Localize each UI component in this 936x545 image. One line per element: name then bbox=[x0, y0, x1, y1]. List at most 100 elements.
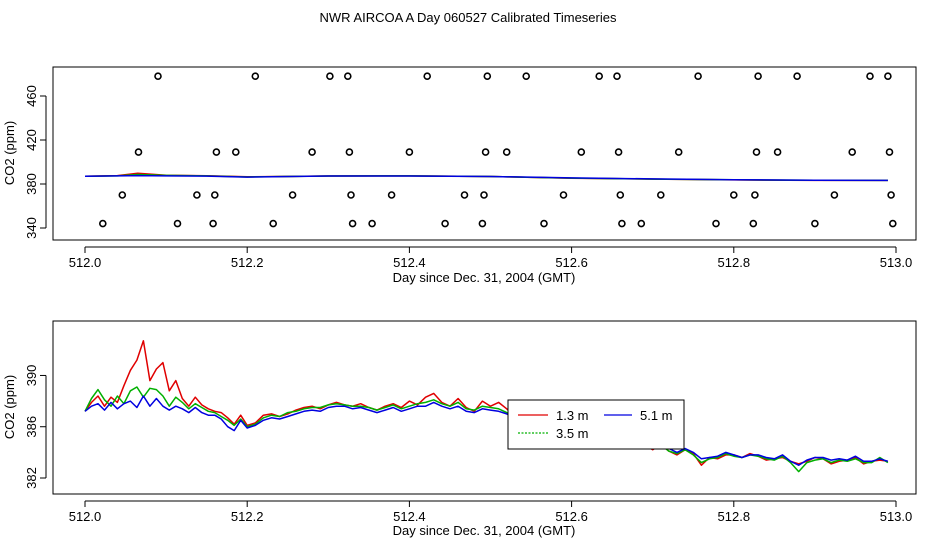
sample-point bbox=[173, 219, 182, 228]
sample-point bbox=[441, 219, 449, 228]
bottom-x-tick-label: 512.4 bbox=[393, 509, 426, 524]
sample-point bbox=[481, 148, 490, 156]
sample-point bbox=[712, 219, 720, 228]
top-y-tick-label: 380 bbox=[24, 173, 39, 195]
top-x-tick-label: 512.8 bbox=[718, 255, 751, 270]
top-x-tick-label: 512.4 bbox=[393, 255, 426, 270]
sample-point bbox=[232, 148, 240, 156]
sample-point bbox=[118, 191, 127, 199]
sample-point bbox=[848, 148, 857, 156]
top-x-tick-label: 513.0 bbox=[880, 255, 913, 270]
bottom-y-axis: 382 386 390 bbox=[24, 365, 47, 489]
top-x-axis-label: Day since Dec. 31, 2004 (GMT) bbox=[393, 270, 576, 285]
bottom-y-tick-label: 382 bbox=[24, 467, 39, 489]
sample-point bbox=[888, 219, 897, 228]
sample-point bbox=[773, 148, 782, 156]
bottom-plot-frame bbox=[52, 320, 917, 495]
bottom-x-tick-label: 512.6 bbox=[555, 509, 588, 524]
bottom-x-tick-label: 512.8 bbox=[718, 509, 751, 524]
sample-point bbox=[595, 72, 604, 80]
sample-point bbox=[752, 148, 761, 156]
sample-point bbox=[613, 72, 621, 80]
sample-point bbox=[674, 148, 683, 156]
sample-point bbox=[656, 191, 665, 199]
bottom-series-line-1-3-m bbox=[84, 340, 889, 466]
bottom-y-tick-label: 386 bbox=[24, 416, 39, 438]
sample-point bbox=[751, 191, 759, 199]
sample-point bbox=[480, 191, 488, 199]
sample-point bbox=[368, 219, 376, 228]
top-x-tick-label: 512.6 bbox=[555, 255, 588, 270]
sample-point bbox=[212, 148, 221, 156]
sample-point bbox=[345, 148, 354, 156]
sample-point bbox=[423, 72, 432, 80]
sample-point bbox=[616, 191, 625, 199]
sample-point bbox=[483, 72, 492, 80]
sample-point bbox=[618, 219, 626, 228]
bottom-y-tick-label: 390 bbox=[24, 365, 39, 387]
sample-point bbox=[637, 219, 646, 228]
legend-box bbox=[507, 399, 685, 450]
sample-point bbox=[502, 148, 511, 156]
sample-point bbox=[885, 148, 894, 156]
sample-point bbox=[288, 191, 297, 199]
top-panel: 512.0 512.2 512.4 512.6 512.8 513.0 340 380 420… bbox=[2, 66, 917, 285]
sample-point bbox=[343, 72, 352, 80]
top-plot-frame bbox=[52, 66, 917, 241]
sample-point bbox=[154, 72, 162, 80]
legend: 1.3 m 5.1 m 3.5 m bbox=[507, 399, 685, 450]
top-points-group bbox=[99, 72, 897, 228]
sample-point bbox=[387, 191, 396, 199]
bottom-series-line-3-5-m bbox=[84, 386, 889, 473]
bottom-x-tick-label: 512.2 bbox=[231, 509, 264, 524]
bottom-series-line-5-1-m bbox=[84, 395, 889, 466]
legend-label-1-3m: 1.3 m bbox=[556, 408, 589, 423]
sample-point bbox=[134, 148, 143, 156]
sample-point bbox=[694, 72, 702, 80]
top-y-tick-label: 340 bbox=[24, 217, 39, 239]
sample-point bbox=[326, 72, 334, 80]
top-y-axis: 340 380 420 460 bbox=[24, 85, 47, 239]
bottom-series-group bbox=[84, 340, 889, 473]
sample-point bbox=[729, 191, 738, 199]
sample-point bbox=[348, 219, 357, 228]
top-series-line-3 bbox=[84, 174, 888, 182]
sample-point bbox=[577, 148, 586, 156]
legend-label-5-1m: 5.1 m bbox=[640, 408, 673, 423]
sample-point bbox=[614, 148, 623, 156]
sample-point bbox=[269, 219, 278, 228]
top-y-tick-label: 460 bbox=[24, 85, 39, 107]
sample-point bbox=[347, 191, 355, 199]
bottom-x-axis: 512.0 512.2 512.4 512.6 512.8 513.0 bbox=[69, 500, 913, 524]
bottom-panel: 512.0 512.2 512.4 512.6 512.8 513.0 382 386 390… bbox=[2, 320, 917, 538]
bottom-x-axis-label: Day since Dec. 31, 2004 (GMT) bbox=[393, 523, 576, 538]
sample-point bbox=[251, 72, 260, 80]
sample-point bbox=[830, 191, 839, 199]
sample-point bbox=[884, 72, 892, 80]
sample-point bbox=[887, 191, 895, 199]
sample-point bbox=[866, 72, 874, 80]
top-x-tick-label: 512.0 bbox=[69, 255, 102, 270]
sample-point bbox=[193, 191, 201, 199]
sample-point bbox=[211, 191, 219, 199]
top-series-group bbox=[84, 172, 888, 182]
top-y-tick-label: 420 bbox=[24, 129, 39, 151]
sample-point bbox=[793, 72, 801, 80]
sample-point bbox=[308, 148, 316, 156]
sample-point bbox=[811, 219, 819, 228]
sample-point bbox=[478, 219, 487, 228]
sample-point bbox=[460, 191, 469, 199]
bottom-x-tick-label: 513.0 bbox=[880, 509, 913, 524]
sample-point bbox=[99, 219, 107, 228]
top-y-axis-label: CO2 (ppm) bbox=[2, 121, 17, 185]
bottom-x-tick-label: 512.0 bbox=[69, 509, 102, 524]
sample-point bbox=[540, 219, 548, 228]
sample-point bbox=[209, 219, 217, 228]
sample-point bbox=[405, 148, 414, 156]
sample-point bbox=[522, 72, 531, 80]
sample-point bbox=[754, 72, 762, 80]
figure-title: NWR AIRCOA A Day 060527 Calibrated Times… bbox=[320, 10, 617, 25]
bottom-y-axis-label: CO2 (ppm) bbox=[2, 375, 17, 439]
